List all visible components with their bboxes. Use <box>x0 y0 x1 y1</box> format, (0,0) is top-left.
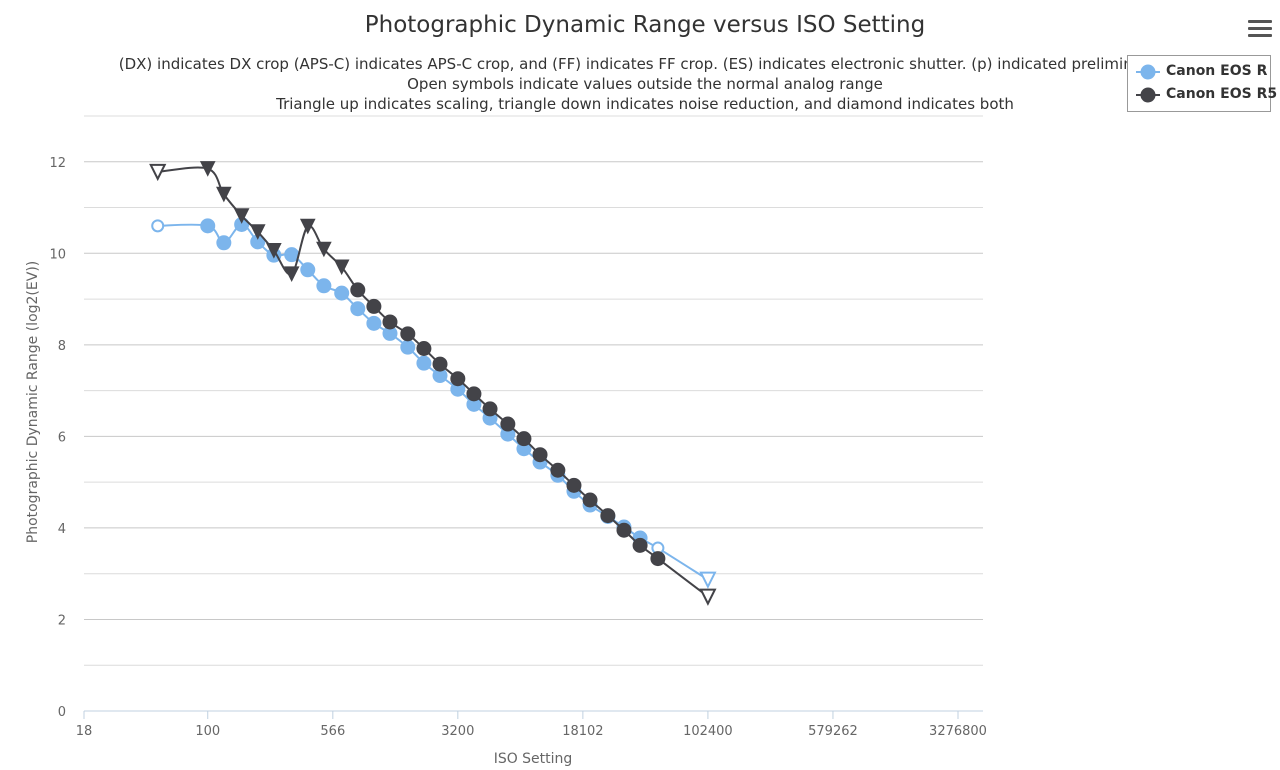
menu-bar-icon <box>1248 34 1272 37</box>
legend-symbol-canon-eos-r <box>1136 64 1160 80</box>
menu-bar-icon <box>1248 20 1272 23</box>
chart-subtitle-line-1: (DX) indicates DX crop (APS-C) indicates… <box>118 55 1172 73</box>
data-point[interactable] <box>199 161 216 177</box>
data-point[interactable] <box>151 219 165 233</box>
data-point[interactable] <box>233 208 250 224</box>
data-point[interactable] <box>366 298 382 314</box>
data-point[interactable] <box>300 262 316 278</box>
axes: 0 2 4 6 8 10 12 18 100 566 3200 18102 102400 579262 32… <box>49 156 987 739</box>
legend-label-canon-eos-r: Canon EOS R <box>1166 63 1268 79</box>
y-axis-title: Photographic Dynamic Range (log2(EV)) <box>25 261 41 544</box>
data-point[interactable] <box>632 537 648 553</box>
x-tick-label: 100 <box>195 724 220 739</box>
chart-title: Photographic Dynamic Range versus ISO Se… <box>364 12 926 38</box>
menu-bar-icon <box>1248 27 1272 30</box>
data-point[interactable] <box>550 462 566 478</box>
y-tick-label: 8 <box>58 339 66 354</box>
data-point[interactable] <box>500 416 516 432</box>
legend-item-canon-eos-r5[interactable]: Canon EOS R5 <box>1136 84 1277 106</box>
legend-label-canon-eos-r5: Canon EOS R5 <box>1166 86 1278 102</box>
y-tick-label: 4 <box>58 522 66 537</box>
data-point[interactable] <box>432 356 448 372</box>
data-point[interactable] <box>200 218 216 234</box>
x-tick-label: 18 <box>76 724 93 739</box>
chart-context-menu-button[interactable] <box>1248 20 1272 42</box>
x-tick-label: 3276800 <box>929 724 987 739</box>
data-point[interactable] <box>266 243 282 259</box>
data-point[interactable] <box>699 588 717 606</box>
y-tick-label: 2 <box>58 613 66 628</box>
data-point[interactable] <box>450 371 466 387</box>
y-tick-label: 12 <box>49 156 66 171</box>
data-point[interactable] <box>350 282 366 298</box>
data-point[interactable] <box>400 339 416 355</box>
data-point[interactable] <box>482 401 498 417</box>
x-tick-label: 3200 <box>441 724 474 739</box>
data-point[interactable] <box>616 522 632 538</box>
data-point[interactable] <box>532 447 548 463</box>
data-point[interactable] <box>149 163 167 182</box>
legend-symbol-canon-eos-r5 <box>1136 87 1160 103</box>
data-point[interactable] <box>582 492 598 508</box>
x-tick-label: 566 <box>320 724 345 739</box>
data-point[interactable] <box>333 259 350 276</box>
y-tick-label: 10 <box>49 247 66 262</box>
series-canon-eos-r5 <box>149 161 717 606</box>
x-tick-label: 579262 <box>808 724 858 739</box>
data-point[interactable] <box>299 218 316 235</box>
data-point[interactable] <box>566 477 582 493</box>
data-point[interactable] <box>366 315 382 331</box>
data-point[interactable] <box>350 301 366 317</box>
series-layer <box>149 161 717 606</box>
x-axis-title: ISO Setting <box>494 751 573 767</box>
x-tick-label: 102400 <box>683 724 733 739</box>
data-point[interactable] <box>416 341 432 357</box>
y-tick-label: 6 <box>58 430 66 445</box>
data-point[interactable] <box>650 551 666 567</box>
data-point[interactable] <box>699 571 717 589</box>
data-point[interactable] <box>382 314 398 330</box>
chart-subtitle-line-2: Open symbols indicate values outside the… <box>407 75 883 93</box>
data-point[interactable] <box>416 355 432 371</box>
chart-subtitle-line-3: Triangle up indicates scaling, triangle … <box>276 95 1014 113</box>
legend-item-canon-eos-r[interactable]: Canon EOS R <box>1136 61 1268 83</box>
grid-lines <box>84 115 983 666</box>
data-point[interactable] <box>466 386 482 402</box>
y-tick-label: 0 <box>58 705 66 720</box>
data-point[interactable] <box>216 186 232 203</box>
data-point[interactable] <box>283 266 300 283</box>
data-point[interactable] <box>600 508 616 524</box>
data-point[interactable] <box>316 241 332 258</box>
data-point[interactable] <box>334 285 350 301</box>
data-point[interactable] <box>400 326 416 342</box>
data-point[interactable] <box>216 235 232 251</box>
x-tick-label: 18102 <box>562 724 603 739</box>
chart-legend: Canon EOS R Canon EOS R5 <box>1127 55 1277 112</box>
data-point[interactable] <box>516 431 532 447</box>
data-point[interactable] <box>316 278 332 294</box>
data-point[interactable] <box>249 224 266 240</box>
